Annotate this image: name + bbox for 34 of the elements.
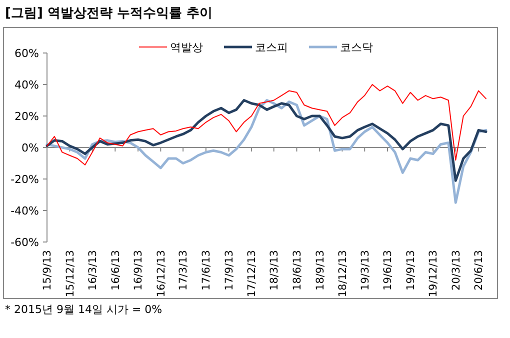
text: * 2015년 9월 14일 시가 = 0%: [5, 303, 162, 316]
x-tick-label: 16/6/13: [110, 250, 122, 290]
x-tick-label: 19/3/13: [359, 250, 372, 290]
x-tick-label: 17/3/13: [178, 250, 190, 290]
x-tick-label: 16/9/13: [132, 250, 145, 290]
x-tick-label: 18/12/13: [336, 250, 349, 298]
x-tick-label: 19/12/13: [428, 250, 440, 298]
y-tick-label: 40%: [14, 78, 39, 92]
chart-title: [그림] 역발상전략 누적수익률 추이: [5, 6, 212, 21]
x-tick-label: 17/6/13: [200, 250, 213, 290]
line-series: [46, 99, 488, 182]
x-tick-label: 15/9/13: [42, 250, 54, 290]
x-tick-label: 18/6/13: [291, 250, 304, 290]
y-tick-label: -20%: [10, 172, 39, 186]
y-tick-label: 60%: [14, 46, 39, 60]
y-tick-label: -40%: [10, 204, 39, 218]
x-tick-label: 20/6/13: [473, 250, 486, 290]
line-series: [46, 84, 486, 166]
x-tick-label: 17/12/13: [246, 250, 258, 298]
legend-label: 코스닥: [340, 40, 373, 54]
y-tick-label: 20%: [14, 110, 39, 123]
legend-label: 코스피: [255, 40, 288, 54]
x-tick-label: 19/9/13: [405, 250, 418, 290]
x-tick-label: 16/12/13: [155, 250, 168, 298]
y-tick-label: -60%: [10, 236, 39, 249]
x-tick-label: 20/3/13: [450, 250, 462, 290]
x-tick-label: 15/12/13: [64, 250, 76, 298]
x-tick-label: 18/3/13: [268, 250, 281, 290]
x-tick-label: 17/9/13: [223, 250, 236, 290]
legend-label: 역발상: [170, 40, 203, 54]
x-tick-label: 16/3/13: [86, 250, 99, 290]
y-tick-label: 0%: [22, 141, 39, 154]
x-tick-label: 19/6/13: [382, 250, 394, 290]
x-tick-label: 18/9/13: [314, 250, 326, 290]
